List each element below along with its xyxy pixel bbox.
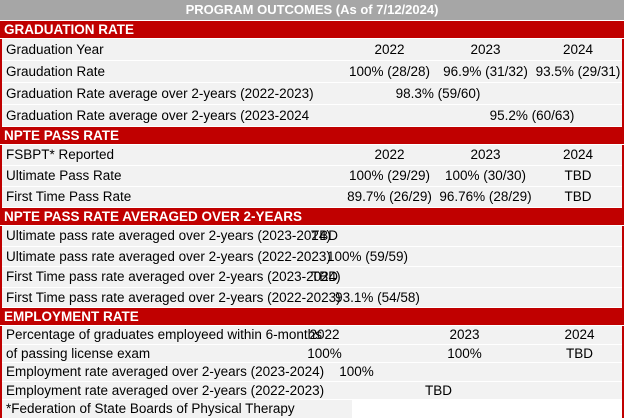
cell-value: 100% <box>447 345 482 361</box>
cell-value: TBD <box>425 382 452 398</box>
table-row: of passing license exam 100% 100% TBD <box>2 344 622 363</box>
table-row: Employment rate averaged over 2-years (2… <box>2 381 622 400</box>
cell-year-2023: 2023 <box>449 327 480 342</box>
table-row: First Time pass rate averaged over 2-yea… <box>2 287 622 308</box>
cell-value: TBD <box>566 345 593 361</box>
table-row: Ultimate Pass Rate 100% (29/29) 100% (30… <box>2 166 622 187</box>
section-header-graduation-rate: GRADUATION RATE <box>0 21 624 39</box>
row-label: Graduation Year <box>6 42 104 57</box>
table-row: FSBPT* Reported 2022 2023 2024 <box>2 145 622 166</box>
row-label: Graduation Rate average over 2-years (20… <box>6 108 310 123</box>
table-row: Ultimate pass rate averaged over 2-years… <box>2 226 622 247</box>
cell-year-2022: 2022 <box>309 327 340 342</box>
row-label: Employment rate averaged over 2-years (2… <box>6 382 325 398</box>
row-label: Graudation Rate <box>6 64 106 79</box>
cell-value: 96.9% (31/32) <box>443 64 528 79</box>
table-row: Ultimate pass rate averaged over 2-years… <box>2 246 622 267</box>
row-label: First Time pass rate averaged over 2-yea… <box>6 289 341 305</box>
cell-value: TBD <box>311 228 338 243</box>
cell-value: 98.3% (59/60) <box>395 86 481 101</box>
row-label: First Time pass rate averaged over 2-yea… <box>6 269 341 284</box>
cell-year-2024: 2024 <box>562 42 594 57</box>
row-label: FSBPT* Reported <box>6 147 115 162</box>
row-label: Percentage of graduates employeed within… <box>6 327 322 342</box>
cell-value: TBD <box>311 269 338 284</box>
cell-year-2023: 2023 <box>470 42 501 57</box>
cell-year-2022: 2022 <box>374 42 405 57</box>
section-header-npte-averaged: NPTE PASS RATE AVERAGED OVER 2-YEARS <box>0 208 624 226</box>
table-row: Graduation Rate average over 2-years (20… <box>2 105 622 127</box>
cell-value: TBD <box>564 189 592 204</box>
cell-value: TBD <box>564 168 592 183</box>
cell-value: 95.2% (60/63) <box>489 108 575 123</box>
table-row: Graduation Rate average over 2-years (20… <box>2 83 622 105</box>
cell-year-2024: 2024 <box>564 327 595 342</box>
cell-value: 100% <box>339 364 374 379</box>
section-npte-pass-rate: FSBPT* Reported 2022 2023 2024 Ultimate … <box>2 145 622 208</box>
cell-value: 93.5% (29/31) <box>535 64 621 79</box>
section-header-npte-pass-rate: NPTE PASS RATE <box>0 127 624 145</box>
row-label: Ultimate pass rate averaged over 2-years… <box>6 248 331 264</box>
row-label: Ultimate pass rate averaged over 2-years… <box>6 228 331 243</box>
table-row: Graduation Year 2022 2023 2024 <box>2 39 622 61</box>
footnote-text: *Federation of State Boards of Physical … <box>2 400 352 418</box>
cell-value: 100% (59/59) <box>326 248 409 264</box>
cell-value: 100% <box>307 345 342 361</box>
table-row: Percentage of graduates employeed within… <box>2 326 622 345</box>
section-employment-rate: Percentage of graduates employeed within… <box>2 326 622 400</box>
table-row: First Time Pass Rate 89.7% (26/29) 96.76… <box>2 187 622 208</box>
table-row: First Time pass rate averaged over 2-yea… <box>2 267 622 288</box>
section-npte-averaged: Ultimate pass rate averaged over 2-years… <box>2 226 622 308</box>
row-label: Graduation Rate average over 2-years (20… <box>6 86 314 101</box>
table-title: PROGRAM OUTCOMES (As of 7/12/2024) <box>0 0 624 21</box>
cell-value: 100% (29/29) <box>348 168 431 183</box>
table-row: Graudation Rate 100% (28/28) 96.9% (31/3… <box>2 61 622 83</box>
cell-value: 96.76% (28/29) <box>439 189 532 204</box>
cell-value: 100% (28/28) <box>348 64 431 79</box>
cell-year-2023: 2023 <box>470 147 501 162</box>
cell-value: 89.7% (26/29) <box>347 189 432 204</box>
row-label: Ultimate Pass Rate <box>6 168 122 183</box>
table-row: Employment rate averaged over 2-years (2… <box>2 363 622 382</box>
cell-year-2024: 2024 <box>562 147 594 162</box>
row-label: Employment rate averaged over 2-years (2… <box>6 364 325 379</box>
section-header-employment-rate: EMPLOYMENT RATE <box>0 308 624 326</box>
cell-value: 100% (30/30) <box>444 168 527 183</box>
table-body: GRADUATION RATE Graduation Year 2022 202… <box>0 21 624 418</box>
cell-value: 93.1% (54/58) <box>335 289 420 305</box>
footnote-row: *Federation of State Boards of Physical … <box>2 400 622 418</box>
cell-year-2022: 2022 <box>374 147 405 162</box>
row-label: First Time Pass Rate <box>6 189 132 204</box>
row-label: of passing license exam <box>6 345 151 361</box>
section-graduation-rate: Graduation Year 2022 2023 2024 Graudatio… <box>2 39 622 127</box>
